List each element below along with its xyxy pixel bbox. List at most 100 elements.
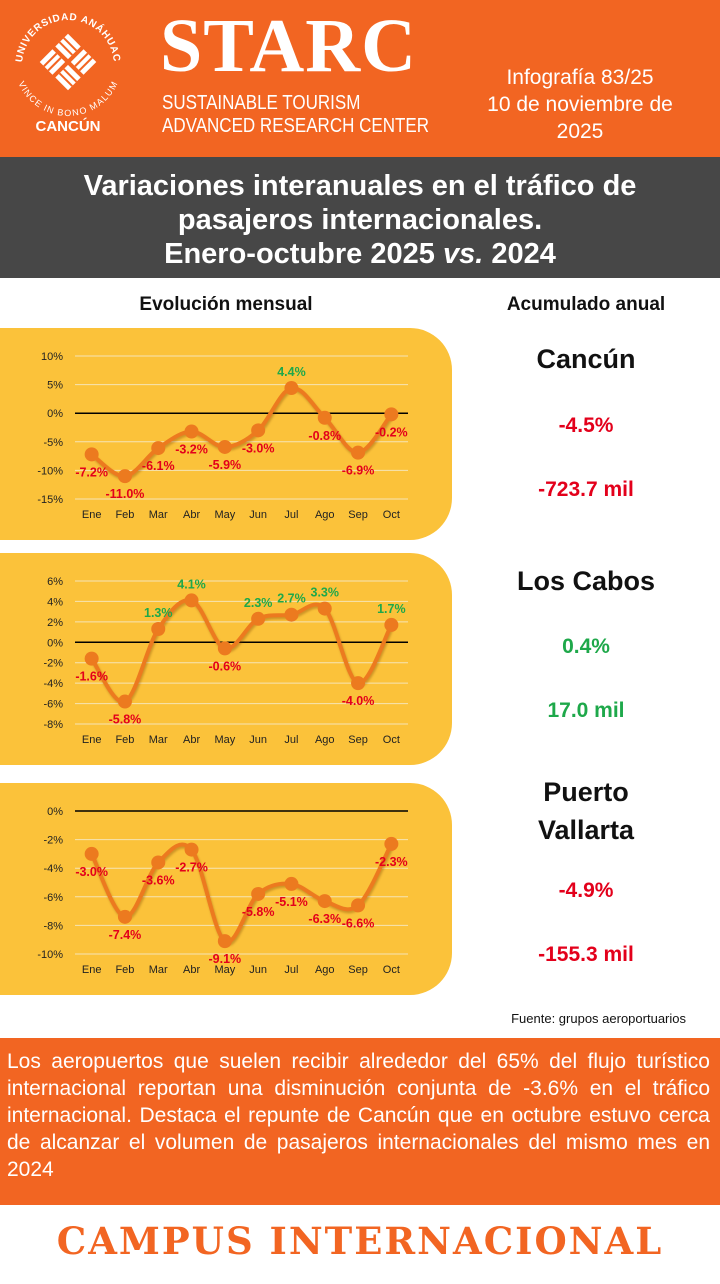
x-tick-label: May <box>214 734 235 746</box>
y-tick-label: 6% <box>47 576 63 588</box>
data-label: -0.6% <box>209 659 242 673</box>
x-tick-label: Ago <box>315 734 335 746</box>
change: -4.9% <box>558 879 614 902</box>
chart-panel: -10% -8% -6% -4% -2% 0% Ene Feb Mar Abr May Jun Jul A… <box>0 783 452 995</box>
marker <box>284 876 299 891</box>
summary: Puerto Vallarta -4.9% -155.3 mil <box>452 773 720 967</box>
marker <box>284 381 299 396</box>
marker <box>251 611 266 626</box>
y-tick-label: -8% <box>43 719 63 731</box>
marker <box>317 894 332 909</box>
y-tick-label: -6% <box>43 699 63 711</box>
data-label: -5.9% <box>209 458 242 472</box>
chart: -15% -10% -5% 0% 5% 10% Ene Feb Mar Abr May Jun Jul A… <box>37 351 408 521</box>
marker <box>117 694 132 709</box>
y-tick-label: -2% <box>43 835 63 847</box>
x-tick-label: Jun <box>249 509 267 521</box>
summary: Cancún -4.5% -723.7 mil <box>452 340 720 502</box>
campus: CANCÚN <box>36 117 101 135</box>
y-tick-label: 0% <box>47 637 63 649</box>
marker <box>117 469 132 484</box>
data-label: 2.7% <box>277 592 306 606</box>
data-label: 2.3% <box>244 596 273 610</box>
x-tick-label: Sep <box>348 734 368 746</box>
marker <box>384 617 399 632</box>
marker <box>251 886 266 901</box>
city: Cancún <box>536 344 636 374</box>
title-part: 2024 <box>491 238 556 270</box>
marker <box>117 909 132 924</box>
data-label: -3.0% <box>242 441 275 455</box>
marker <box>284 607 299 622</box>
y-tick-label: -8% <box>43 920 63 932</box>
data-label: -2.3% <box>375 855 408 869</box>
x-tick-label: Sep <box>348 509 368 521</box>
chart-panel: -15% -10% -5% 0% 5% 10% Ene Feb Mar Abr May Jun Jul A… <box>0 328 452 540</box>
volume: -723.7 mil <box>538 478 634 501</box>
brand-line: ADVANCED RESEARCH CENTER <box>162 115 430 137</box>
emblem-lines <box>43 37 93 87</box>
summary: Los Cabos 0.4% 17.0 mil <box>452 562 720 723</box>
data-label: -0.2% <box>375 425 408 439</box>
marker <box>84 846 99 861</box>
source: Fuente: grupos aeroportuarios <box>511 1011 686 1026</box>
data-label: -4.0% <box>342 694 375 708</box>
marker <box>184 593 199 608</box>
data-label: -1.6% <box>75 670 108 684</box>
brand: STARC <box>160 4 417 88</box>
x-tick-label: Sep <box>348 964 368 976</box>
title-line: Enero-octubre 2025 vs. 2024 <box>0 237 720 271</box>
x-tick-label: Mar <box>149 509 168 521</box>
data-label: -11.0% <box>105 487 144 501</box>
x-tick-label: Ene <box>82 509 102 521</box>
x-tick-label: May <box>214 509 235 521</box>
title-line: Variaciones interanuales en el tráfico d… <box>83 170 637 202</box>
x-tick-label: Oct <box>383 964 400 976</box>
marker <box>151 622 166 637</box>
change: 0.4% <box>562 635 610 658</box>
x-tick-label: Abr <box>183 734 200 746</box>
marker <box>151 855 166 870</box>
y-tick-label: -6% <box>43 892 63 904</box>
marker <box>184 842 199 857</box>
data-label: -6.1% <box>142 459 175 473</box>
issue: Infografía 83/25 <box>506 66 654 89</box>
marker <box>84 447 99 462</box>
chart-panel: -8% -6% -4% -2% 0% 2% 4% 6% Ene Feb Mar Abr May Jun Ju… <box>0 553 452 765</box>
x-tick-label: Oct <box>383 734 400 746</box>
x-tick-label: May <box>214 964 235 976</box>
marker <box>351 898 366 913</box>
y-tick-label: 0% <box>47 806 63 818</box>
x-tick-label: Ene <box>82 734 102 746</box>
y-tick-label: -4% <box>43 863 63 875</box>
y-tick-label: 10% <box>41 351 63 363</box>
y-tick-label: -10% <box>37 949 63 961</box>
x-tick-label: Jul <box>284 509 298 521</box>
x-tick-label: Jul <box>284 964 298 976</box>
marker <box>351 676 366 691</box>
y-tick-label: 5% <box>47 380 63 392</box>
brand-lines: SUSTAINABLE TOURISM ADVANCED RESEARCH CE… <box>162 92 429 138</box>
y-tick-label: 4% <box>47 596 63 608</box>
marker <box>384 836 399 851</box>
x-tick-label: Mar <box>149 734 168 746</box>
y-tick-label: -15% <box>37 494 63 506</box>
x-tick-label: Mar <box>149 964 168 976</box>
data-label: -3.2% <box>175 443 208 457</box>
city: Puerto Vallarta <box>537 777 635 845</box>
y-tick-label: -4% <box>43 678 63 690</box>
city: Los Cabos <box>516 566 656 596</box>
marker <box>251 423 266 438</box>
brand-line: SUSTAINABLE TOURISM <box>162 92 361 114</box>
y-tick-label: -5% <box>43 437 63 449</box>
data-label: -7.2% <box>75 465 108 479</box>
x-tick-label: Ago <box>315 964 335 976</box>
marker <box>351 445 366 460</box>
data-label: -9.1% <box>209 952 242 966</box>
date: 10 de noviembre de 2025 <box>487 93 673 143</box>
header: UNIVERSIDAD ANÁHUAC VINCE IN BONO MALUM … <box>0 0 720 157</box>
x-tick-label: Jun <box>249 734 267 746</box>
title-line: pasajeros internacionales. <box>177 204 543 236</box>
title: Variaciones interanuales en el tráfico d… <box>0 157 720 278</box>
data-label: 1.3% <box>144 606 173 620</box>
